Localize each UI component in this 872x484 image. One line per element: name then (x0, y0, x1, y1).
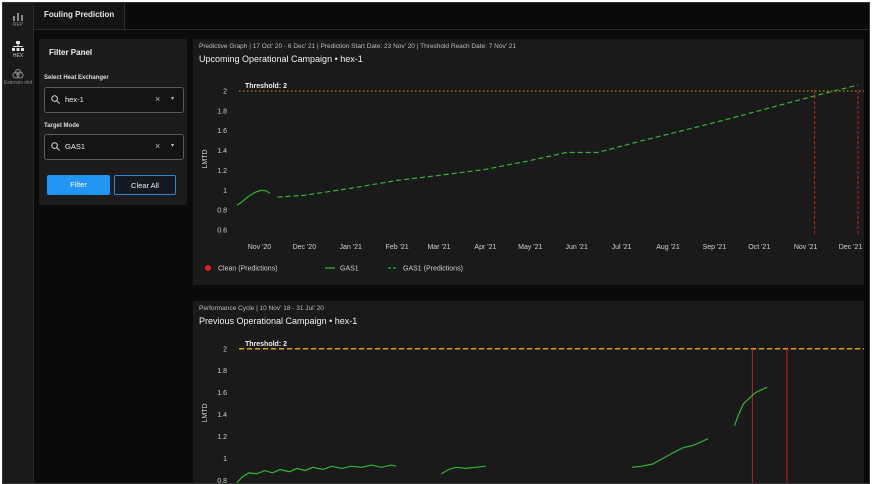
x-tick-label: May '21 (518, 244, 542, 251)
y-tick-label: 1.2 (217, 434, 227, 441)
search-icon (51, 95, 60, 104)
x-tick-label: Aug '21 (656, 244, 680, 251)
x-tick-label: Nov '21 (794, 244, 818, 251)
rail-item-label: Extensio nkit (3, 80, 33, 86)
y-tick-label: 1 (223, 456, 227, 463)
x-tick-label: Sep '21 (703, 244, 727, 251)
y-tick-label: 1.8 (217, 108, 227, 115)
legend-marker-clean-predictions (205, 265, 211, 271)
y-tick-label: 0.8 (217, 208, 227, 215)
legend-label: Clean (Predictions) (218, 266, 278, 273)
x-tick-label: Feb '21 (386, 244, 409, 251)
side-rail: REP HEX Extensio nkit (3, 3, 34, 483)
mode-select-label: Target Mode (44, 123, 80, 129)
filter-panel-title: Filter Panel (49, 48, 93, 57)
bar-chart-icon (13, 13, 23, 21)
toolkit-icon (12, 69, 24, 79)
prediction-series-line (277, 84, 859, 198)
series-line (734, 386, 768, 426)
x-tick-label: Apr '21 (474, 244, 496, 251)
rail-item-label: REP (12, 22, 24, 28)
chart-title: Upcoming Operational Campaign • hex-1 (199, 54, 363, 64)
rail-item-extension-kit[interactable]: Extensio nkit (3, 69, 33, 86)
tab-bar: Fouling Prediction (34, 3, 869, 30)
hierarchy-icon (12, 41, 24, 51)
previous-campaign-card: Performance Cycle | 10 Nov' 18 - 31 Jul'… (193, 301, 864, 484)
x-tick-label: Jun '21 (565, 244, 587, 251)
x-tick-label: Nov '20 (248, 244, 272, 251)
x-tick-label: Oct '21 (748, 244, 770, 251)
y-axis-label: LMTD (202, 149, 209, 168)
legend-label: GAS1 (340, 266, 359, 273)
x-tick-label: Dec '21 (839, 244, 863, 251)
chevron-down-icon[interactable]: ▾ (171, 143, 175, 149)
y-tick-label: 0.8 (217, 478, 227, 484)
threshold-label: Threshold: 2 (245, 83, 287, 90)
chart-subtitle: Performance Cycle | 10 Nov' 18 - 31 Jul'… (199, 305, 324, 312)
series-line (631, 438, 709, 468)
y-axis-label: LMTD (202, 403, 209, 422)
y-tick-label: 1.6 (217, 128, 227, 135)
mode-select-value: GAS1 (65, 142, 86, 151)
previous-campaign-chart: 0.8 1 1.2 1.4 1.6 1.8 2 LMTD Threshold: 2 (202, 341, 864, 484)
hex-select-label: Select Heat Exchanger (44, 75, 109, 81)
rail-item-label: HEX (12, 53, 24, 59)
legend-label: GAS1 (Predictions) (403, 266, 463, 273)
hex-select-value: hex-1 (65, 95, 84, 104)
y-tick-label: 2 (223, 346, 227, 353)
chart-subtitle: Predictive Graph | 17 Oct' 20 - 6 Dec' 2… (199, 43, 517, 50)
clear-icon[interactable]: × (155, 94, 161, 104)
x-tick-label: Jan '21 (340, 244, 362, 251)
series-line (236, 464, 397, 483)
threshold-label: Threshold: 2 (245, 341, 287, 348)
y-tick-label: 1.2 (217, 168, 227, 175)
y-tick-label: 1.8 (217, 368, 227, 375)
series-line (441, 465, 486, 475)
x-tick-label: Dec '20 (293, 244, 317, 251)
upcoming-campaign-chart: 0.6 0.8 1 1.2 1.4 1.6 1.8 2 LMTD Nov '20 Dec '20 Ja… (202, 83, 864, 273)
filter-button[interactable]: Filter (47, 175, 110, 195)
y-tick-label: 1.4 (217, 148, 227, 155)
mode-select[interactable]: GAS1 × ▾ (44, 134, 184, 160)
x-tick-label: Mar '21 (427, 244, 450, 251)
y-tick-label: 1.4 (217, 412, 227, 419)
tab-fouling-prediction[interactable]: Fouling Prediction (34, 3, 126, 29)
hex-select[interactable]: hex-1 × ▾ (44, 87, 184, 113)
y-tick-label: 2 (223, 88, 227, 95)
upcoming-campaign-card: Predictive Graph | 17 Oct' 20 - 6 Dec' 2… (193, 39, 864, 285)
clear-icon[interactable]: × (155, 141, 161, 151)
chevron-down-icon[interactable]: ▾ (171, 96, 175, 102)
y-tick-label: 1 (223, 188, 227, 195)
rail-item-rep[interactable]: REP (3, 11, 33, 28)
chart-title: Previous Operational Campaign • hex-1 (199, 316, 358, 326)
series-line (236, 189, 271, 206)
y-tick-label: 0.6 (217, 228, 227, 235)
rail-item-hex[interactable]: HEX (3, 41, 33, 59)
filter-panel: Filter Panel Select Heat Exchanger hex-1… (39, 39, 187, 205)
search-icon (51, 142, 60, 151)
x-tick-label: Jul '21 (612, 244, 632, 251)
clear-all-button[interactable]: Clear All (114, 175, 176, 195)
y-tick-label: 1.6 (217, 390, 227, 397)
